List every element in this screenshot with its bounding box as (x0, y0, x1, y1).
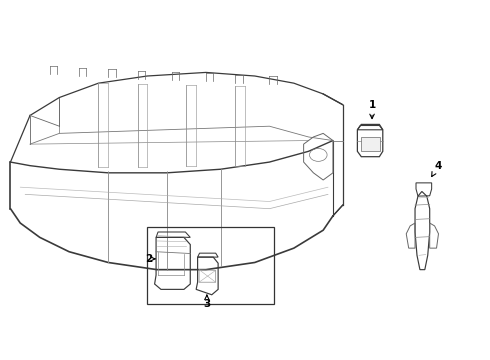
Text: 4: 4 (432, 161, 441, 176)
Text: 3: 3 (203, 295, 211, 309)
Text: 1: 1 (368, 100, 376, 118)
Bar (361, 137, 380, 151)
Text: 2: 2 (145, 254, 155, 264)
Bar (147, 226, 274, 304)
